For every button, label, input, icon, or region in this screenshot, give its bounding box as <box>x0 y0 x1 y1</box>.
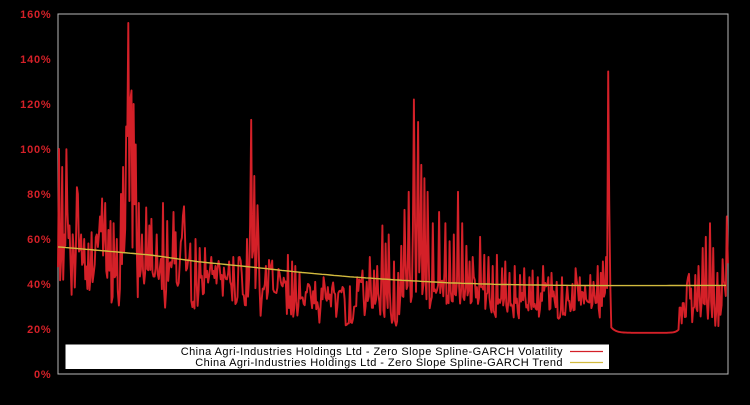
svg-text:140%: 140% <box>20 54 51 66</box>
svg-text:China Agri-Industries Holdings: China Agri-Industries Holdings Ltd - Zer… <box>195 357 563 369</box>
svg-text:60%: 60% <box>27 234 51 246</box>
svg-text:120%: 120% <box>20 99 51 111</box>
svg-text:80%: 80% <box>27 189 51 201</box>
svg-text:160%: 160% <box>20 9 51 21</box>
svg-text:20%: 20% <box>27 324 51 336</box>
svg-text:100%: 100% <box>20 144 51 156</box>
svg-text:40%: 40% <box>27 279 51 291</box>
svg-text:0%: 0% <box>34 369 52 381</box>
svg-text:China Agri-Industries Holdings: China Agri-Industries Holdings Ltd - Zer… <box>181 346 563 358</box>
